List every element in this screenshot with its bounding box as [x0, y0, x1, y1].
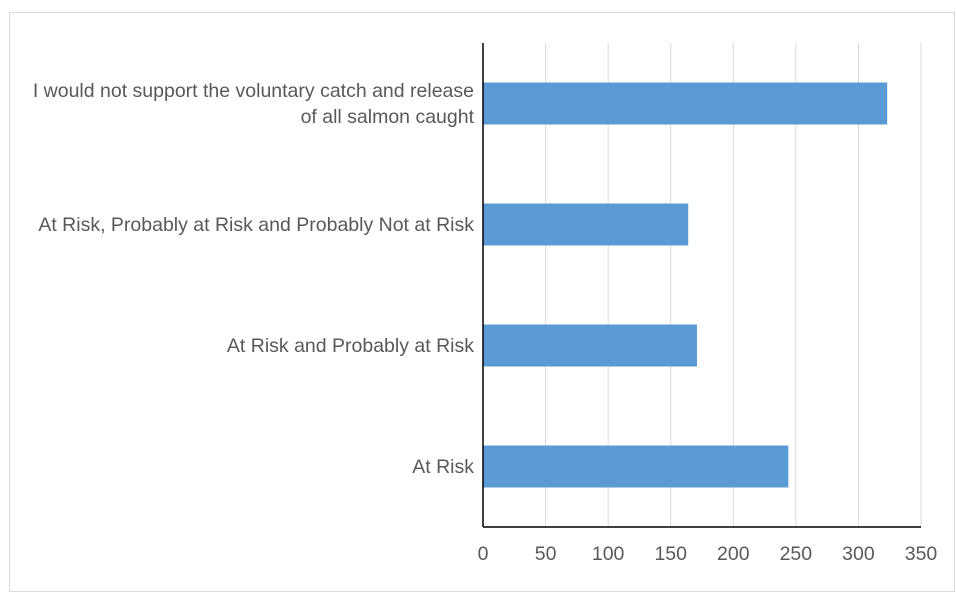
x-tick-label: 0 [478, 543, 489, 565]
x-tick-label: 250 [780, 543, 813, 565]
category-label: At Risk, Probably at Risk and Probably N… [38, 213, 474, 236]
bar-chart: 0 50 100 150 200 250 300 350 [478, 43, 938, 565]
bar [483, 445, 789, 488]
x-tick-label: 300 [842, 543, 875, 565]
x-tick-label: 350 [905, 543, 938, 565]
axes [482, 43, 921, 528]
category-label: At Risk [412, 455, 474, 478]
bar [483, 82, 888, 125]
x-tick-label: 200 [717, 543, 750, 565]
x-tick-label: 100 [592, 543, 625, 565]
x-tick-label: 50 [535, 543, 557, 565]
category-label: At Risk and Probably at Risk [226, 334, 474, 357]
bar [483, 203, 689, 246]
bars [483, 82, 888, 488]
bar [483, 324, 697, 367]
category-label: I would not support the voluntary catch … [32, 79, 474, 128]
x-axis-tick-labels: 0 50 100 150 200 250 300 350 [478, 543, 938, 565]
x-tick-label: 150 [654, 543, 687, 565]
